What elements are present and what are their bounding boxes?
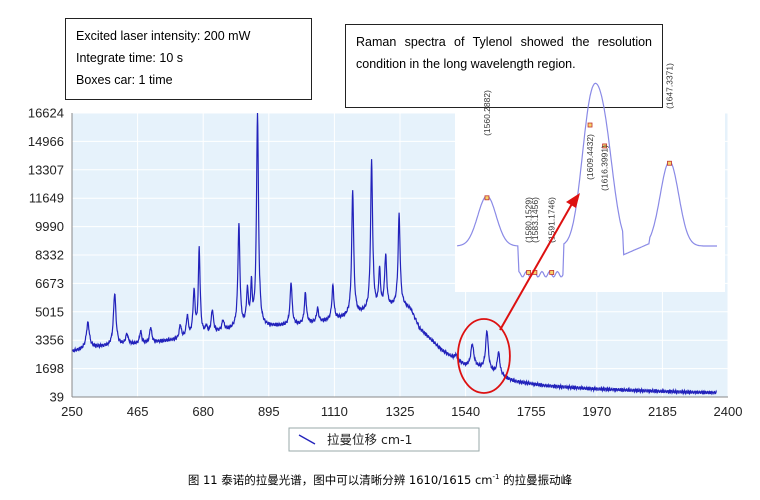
y-tick-label: 13307: [28, 162, 64, 177]
inset-peak-marker: [602, 143, 608, 149]
legend-label: 拉曼位移 cm-1: [327, 432, 413, 447]
inset-peak-marker: [526, 270, 532, 275]
inset-peak-label: (1560.2882): [482, 90, 492, 136]
note-text: Raman spectra of Tylenol showed the reso…: [356, 35, 652, 71]
x-tick-label: 1755: [517, 404, 546, 419]
x-tick-label: 250: [61, 404, 83, 419]
inset-peak-marker: [587, 122, 593, 128]
caption-prefix: 图 11 泰诺的拉曼光谱，图中可以清晰分辨 1610/1615 cm: [187, 473, 493, 487]
figure-caption: 图 11 泰诺的拉曼光谱，图中可以清晰分辨 1610/1615 cm-1 的拉曼…: [0, 472, 760, 488]
y-tick-label: 5015: [35, 304, 64, 319]
y-tick-label: 6673: [35, 276, 64, 291]
inset-peak-label: (1580.1529): [524, 197, 534, 243]
x-tick-label: 465: [127, 404, 149, 419]
inset-peak-label: (1591.1746): [547, 197, 557, 243]
inset-peak-label: (1609.4432): [585, 134, 595, 180]
x-tick-label: 1970: [582, 404, 611, 419]
spectrum-line: [72, 112, 717, 396]
legend-swatch: [298, 434, 316, 445]
legend-box: [288, 427, 480, 452]
inset-peak-marker: [484, 195, 490, 201]
inset-peak-label: (1583.1456): [530, 197, 540, 243]
note-box: Raman spectra of Tylenol showed the reso…: [345, 24, 663, 108]
experiment-info-box: Excited laser intensity: 200 mW Integrat…: [65, 18, 312, 100]
y-tick-label: 11649: [29, 191, 64, 206]
y-tick-label: 14966: [28, 134, 64, 149]
x-tick-label: 1110: [321, 404, 348, 419]
x-tick-label: 895: [258, 404, 280, 419]
inset-peak-marker: [549, 270, 555, 275]
inset-peak-label: (1616.3991): [600, 145, 610, 191]
info-line-integration: Integrate time: 10 s: [76, 51, 184, 65]
y-tick-label: 9990: [35, 219, 64, 234]
x-tick-label: 2400: [714, 404, 743, 419]
highlight-arrow-head: [566, 193, 580, 208]
inset-spectrum-line: [456, 82, 717, 278]
inset-peak-label: (1647.3371): [665, 63, 675, 109]
highlight-arrow-line: [499, 201, 574, 331]
info-line-laser: Excited laser intensity: 200 mW: [76, 29, 251, 43]
y-tick-label: 1698: [35, 361, 64, 376]
y-tick-label: 16624: [28, 106, 64, 121]
info-line-boxcar: Boxes car: 1 time: [76, 73, 173, 87]
x-tick-label: 1325: [386, 404, 415, 419]
y-tick-label: 3356: [35, 333, 64, 348]
x-tick-label: 2185: [648, 404, 677, 419]
inset-peak-marker: [667, 160, 672, 166]
x-tick-label: 680: [192, 404, 214, 419]
x-tick-label: 1540: [451, 404, 480, 419]
caption-superscript: -1: [492, 473, 500, 482]
raman-chart: 250 465 680 895 1110 1325 1540 1755 1970 2185 2400…: [28, 63, 743, 452]
y-tick-label: 39: [50, 390, 64, 405]
y-tick-label: 8332: [35, 247, 64, 262]
caption-suffix: 的拉曼振动峰: [499, 473, 573, 487]
highlight-ellipse: [457, 318, 511, 394]
